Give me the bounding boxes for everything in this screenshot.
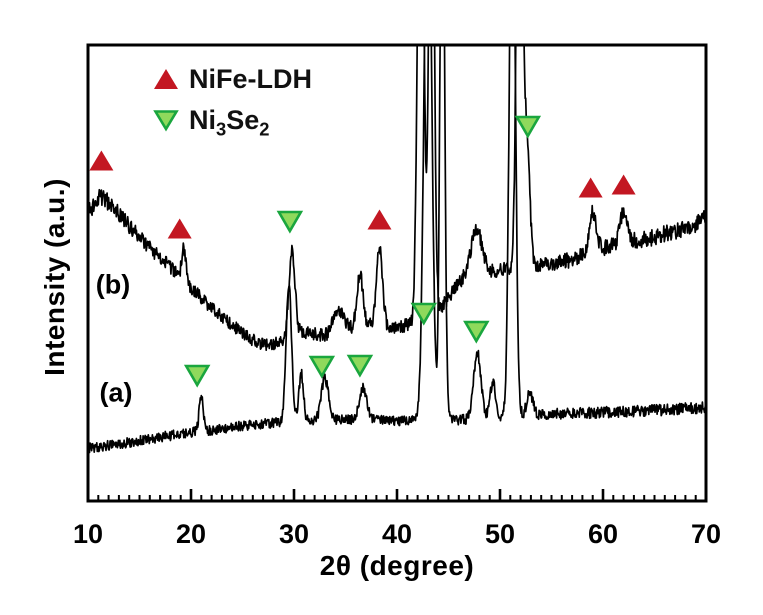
- nife-ldh-marker-icon: [367, 209, 392, 230]
- xrd-traces: [88, 45, 706, 454]
- legend-label-nife-ldh: NiFe-LDH: [189, 63, 312, 94]
- plot-frame: [86, 43, 708, 503]
- ni3se2-marker-icon: [183, 364, 211, 388]
- x-tick-label: 20: [176, 519, 206, 549]
- y-axis-title: Intensity (a.u.): [39, 178, 70, 376]
- x-axis-ticks: 10 20 30 40 50 60 70: [73, 489, 721, 549]
- curve-label-b: (b): [95, 269, 131, 300]
- triangle-down-icon: [153, 110, 179, 132]
- legend-item-nife-ldh: NiFe-LDH: [152, 63, 312, 95]
- x-tick-label: 60: [588, 519, 618, 549]
- x-tick-label: 30: [279, 519, 309, 549]
- ni3se2-marker-icon: [514, 115, 542, 139]
- curve-label-a: (a): [99, 377, 133, 408]
- nife-ldh-marker-icon: [578, 177, 603, 198]
- ni3se2-marker-icon: [308, 355, 336, 379]
- x-tick-label: 10: [73, 519, 103, 549]
- legend-label-ni3se2: Ni3Se2: [189, 104, 270, 139]
- nife-ldh-marker-icon: [611, 174, 636, 195]
- nife-ldh-marker-icon: [89, 150, 114, 171]
- xrd-trace-a: [88, 45, 706, 454]
- nife-ldh-marker-icon: [167, 218, 192, 239]
- x-tick-label: 40: [382, 519, 412, 549]
- triangle-up-icon: [154, 69, 178, 89]
- x-tick-label: 50: [485, 519, 515, 549]
- legend-item-ni3se2: Ni3Se2: [152, 104, 270, 139]
- xrd-trace-b: [88, 45, 706, 352]
- x-axis-title: 2θ (degree): [319, 550, 475, 581]
- ni3se2-marker-icon: [346, 354, 374, 378]
- ni3se2-marker-icon: [463, 320, 490, 344]
- phase-markers: [89, 115, 636, 388]
- x-tick-label: 70: [691, 519, 721, 549]
- ni3se2-marker-icon: [276, 210, 304, 234]
- ni3se2-marker-icon: [410, 302, 438, 326]
